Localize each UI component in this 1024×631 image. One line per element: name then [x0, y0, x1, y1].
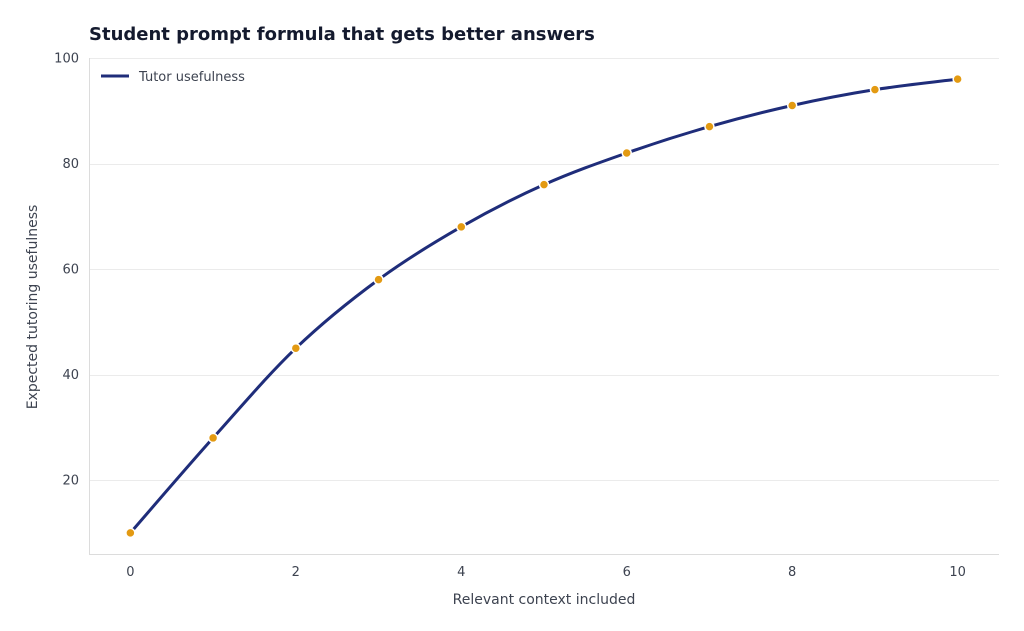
- y-tick-labels: 20 40 60 80 100: [54, 52, 79, 489]
- legend: Tutor usefulness: [101, 70, 245, 85]
- x-tick-label: 0: [126, 565, 134, 580]
- y-tick-label: 20: [62, 474, 79, 489]
- legend-label: Tutor usefulness: [138, 70, 245, 85]
- y-axis-label: Expected tutoring usefulness: [25, 205, 41, 410]
- gridlines: [89, 58, 999, 481]
- y-tick-label: 40: [62, 368, 79, 383]
- axes: [89, 58, 999, 555]
- x-tick-label: 4: [457, 565, 465, 580]
- data-point: [290, 342, 302, 354]
- x-tick-label: 6: [623, 565, 631, 580]
- x-axis-label: Relevant context included: [453, 592, 636, 608]
- data-point: [704, 121, 715, 132]
- series-group: [125, 73, 963, 539]
- data-point: [373, 274, 384, 285]
- y-tick-label: 60: [62, 263, 79, 278]
- data-point: [952, 73, 963, 85]
- x-tick-labels: 0 2 4 6 8 10: [126, 565, 966, 580]
- x-tick-label: 8: [788, 565, 796, 580]
- x-tick-label: 2: [292, 565, 300, 580]
- series-line: [128, 77, 960, 535]
- data-point: [621, 147, 632, 159]
- data-point: [456, 221, 467, 233]
- data-point: [869, 84, 881, 95]
- chart-title: Student prompt formula that gets better …: [89, 24, 595, 45]
- y-tick-label: 80: [62, 157, 79, 172]
- x-tick-label: 10: [949, 565, 966, 580]
- data-point: [538, 179, 550, 190]
- data-point: [207, 432, 219, 444]
- data-point: [125, 527, 136, 539]
- y-tick-label: 100: [54, 52, 79, 67]
- data-point: [786, 100, 798, 111]
